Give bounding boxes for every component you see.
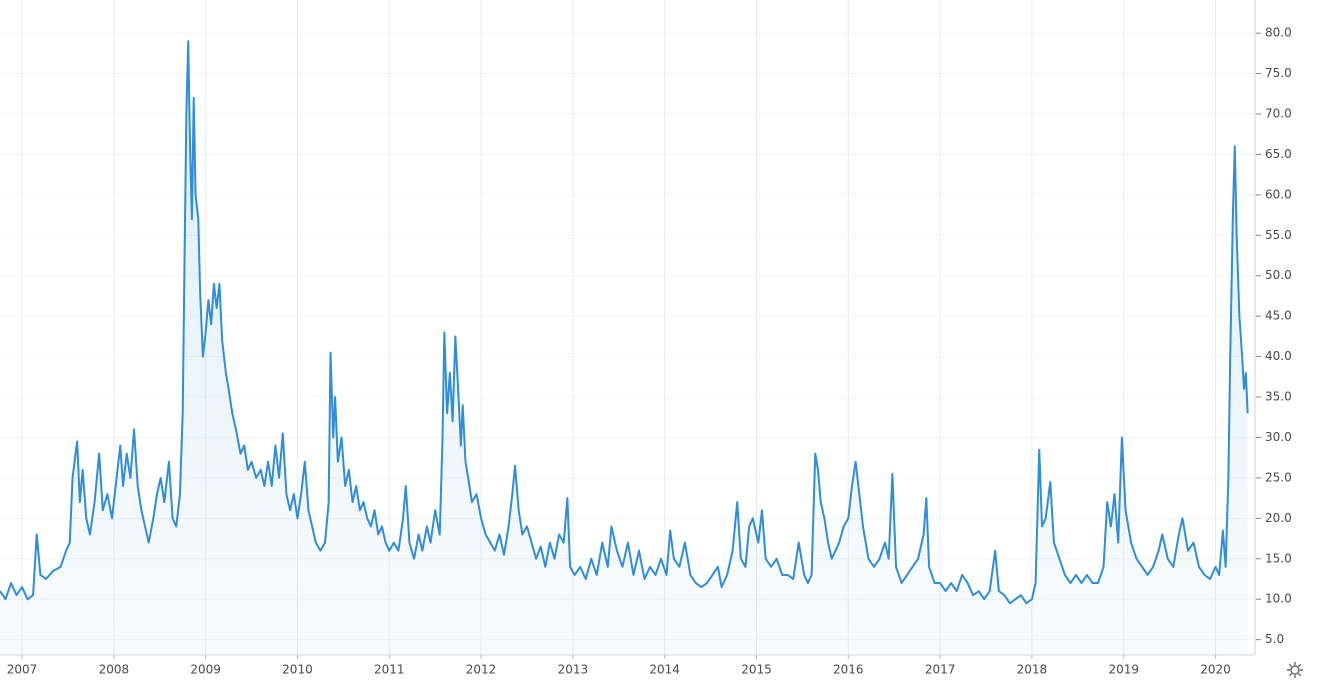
x-tick-label: 2007 <box>7 663 38 677</box>
x-tick-label: 2019 <box>1108 663 1139 677</box>
x-tick-label: 2010 <box>282 663 313 677</box>
area-fill <box>0 41 1248 656</box>
y-tick-label: 50.0 <box>1265 268 1292 282</box>
x-tick-label: 2009 <box>190 663 221 677</box>
y-tick-label: 20.0 <box>1265 511 1292 525</box>
x-tick-label: 2012 <box>466 663 497 677</box>
plot <box>0 40 1249 656</box>
y-tick-label: 30.0 <box>1265 430 1292 444</box>
y-tick-label: 10.0 <box>1265 592 1292 606</box>
x-tick-label: 2017 <box>925 663 956 677</box>
y-tick-label: 45.0 <box>1265 309 1292 323</box>
y-tick-label: 25.0 <box>1265 470 1292 484</box>
x-tick-label: 2013 <box>558 663 589 677</box>
x-tick-label: 2015 <box>741 663 772 677</box>
y-tick-label: 40.0 <box>1265 349 1292 363</box>
line <box>0 40 1249 605</box>
y-tick-label: 65.0 <box>1265 147 1292 161</box>
axes: 5.0 10.0 15.0 20.0 25.0 30.0 35.0 40.0 45.0 50.0 5… <box>0 0 1292 677</box>
gear-center <box>1290 665 1300 675</box>
x-tick-label: 2018 <box>1017 663 1048 677</box>
y-tick-label: 5.0 <box>1265 632 1284 646</box>
y-tick-label: 35.0 <box>1265 390 1292 404</box>
y-tick-label: 55.0 <box>1265 228 1292 242</box>
y-tick-label: 80.0 <box>1265 26 1292 40</box>
gear-teeth <box>1287 662 1303 678</box>
y-tick-label: 60.0 <box>1265 187 1292 201</box>
settings-icon[interactable] <box>1287 662 1303 678</box>
y-tick-label: 70.0 <box>1265 107 1292 121</box>
x-tick-label: 2008 <box>99 663 130 677</box>
x-tick-label: 2016 <box>833 663 864 677</box>
x-tick-label: 2011 <box>374 663 405 677</box>
y-tick-label: 75.0 <box>1265 66 1292 80</box>
x-tick-label: 2020 <box>1200 663 1231 677</box>
x-tick-label: 2014 <box>649 663 680 677</box>
y-tick-label: 15.0 <box>1265 551 1292 565</box>
